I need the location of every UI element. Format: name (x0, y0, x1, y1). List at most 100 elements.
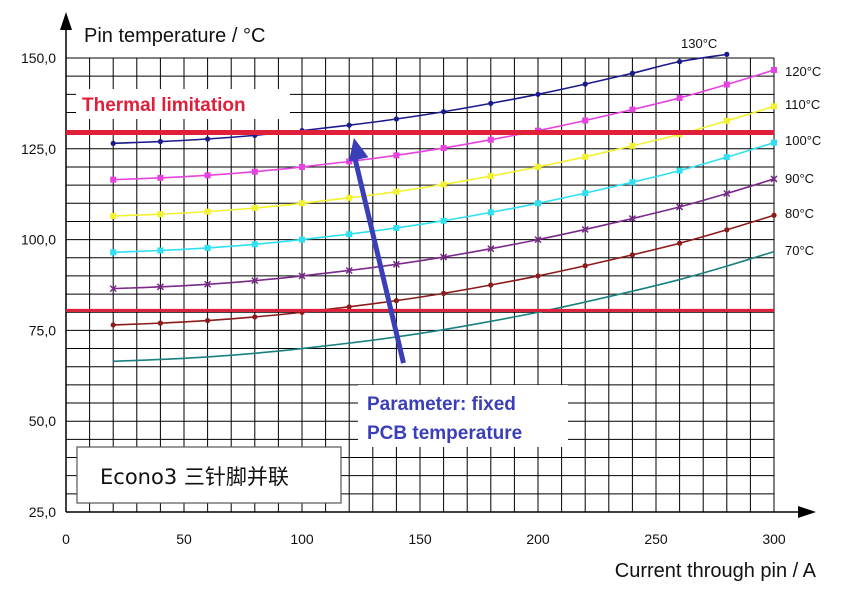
data-point (582, 81, 588, 87)
y-tick-label: 50,0 (29, 413, 56, 429)
data-point (488, 100, 494, 106)
data-point (204, 244, 211, 251)
data-point (393, 152, 400, 159)
data-point (157, 211, 164, 218)
series-label: 90°C (785, 171, 814, 186)
data-point (346, 231, 353, 238)
data-point (723, 81, 730, 88)
data-point (771, 103, 777, 110)
data-point (724, 51, 730, 57)
reference-lines (66, 129, 774, 312)
data-point (393, 224, 400, 231)
data-point (251, 241, 258, 248)
data-point (299, 163, 305, 170)
series-120C (110, 66, 777, 183)
data-point (534, 236, 542, 244)
data-point (299, 200, 305, 207)
econo-box (76, 446, 342, 504)
data-point (629, 179, 636, 186)
data-point (346, 122, 352, 128)
y-tick-label: 150,0 (21, 50, 56, 66)
data-point (157, 320, 163, 326)
data-point (629, 70, 636, 76)
data-point (205, 317, 211, 324)
series-line (113, 53, 727, 145)
data-point (441, 290, 447, 296)
data-point (723, 189, 731, 198)
data-point (677, 240, 683, 246)
data-point (676, 94, 683, 101)
y-tick-label: 125,0 (21, 141, 56, 157)
data-point (535, 200, 541, 207)
series-70C (113, 250, 775, 363)
data-point (110, 140, 116, 146)
data-point (487, 209, 494, 216)
thermal-label-bg (76, 89, 290, 119)
thermal-limitation-label: Thermal limitation (82, 95, 246, 116)
data-point (393, 116, 399, 122)
data-point (487, 245, 495, 253)
econo-box-label: Econo3 三针脚并联 (100, 465, 289, 489)
data-point (393, 188, 400, 195)
series-group (109, 51, 778, 363)
data-point (676, 167, 683, 174)
series-label: 130°C (681, 36, 717, 51)
data-point (629, 106, 636, 113)
series-110C (110, 103, 777, 219)
x-tick-label: 50 (176, 531, 192, 547)
data-point (392, 260, 400, 268)
data-point (157, 174, 164, 181)
data-point (204, 208, 211, 215)
x-tick-label: 0 (62, 531, 70, 547)
data-point (345, 266, 353, 275)
y-tick-label: 25,0 (29, 504, 56, 520)
annotations: 130°C 120°C 110°C 100°C 90°C 80°C 70°C Thermal … (76, 36, 821, 504)
data-point (723, 154, 730, 161)
data-point (157, 138, 163, 145)
series-90C (109, 175, 778, 293)
series-100C (110, 139, 777, 256)
data-point (629, 142, 636, 149)
parameter-label-line1: Parameter: fixed (367, 394, 516, 415)
data-point (440, 145, 447, 152)
data-point (252, 314, 258, 320)
series-line (113, 250, 775, 363)
data-point (156, 283, 164, 291)
series-label: 70°C (785, 243, 814, 258)
data-point (110, 212, 117, 219)
axes: Pin temperature / °C Current through pin … (21, 12, 817, 582)
x-axis-arrow-icon (798, 506, 816, 518)
data-point (346, 304, 352, 310)
data-point (110, 249, 117, 256)
arrow-head-icon (348, 137, 369, 162)
x-tick-label: 200 (526, 531, 550, 547)
x-axis-title: Current through pin / A (615, 560, 817, 582)
y-tick-label: 100,0 (21, 232, 56, 248)
series-130C (110, 51, 730, 146)
x-tick-label: 100 (290, 531, 314, 547)
data-point (110, 176, 117, 183)
data-point (771, 66, 777, 73)
data-point (723, 117, 730, 124)
data-point (157, 247, 164, 254)
data-point (771, 139, 777, 146)
series-label: 120°C (785, 64, 821, 79)
data-point (677, 59, 683, 65)
data-point (535, 273, 541, 279)
data-point (582, 263, 588, 269)
data-point (110, 322, 116, 328)
series-label: 100°C (785, 133, 821, 148)
data-point (346, 158, 353, 165)
data-point (582, 117, 589, 124)
parameter-label-bg (358, 385, 568, 447)
data-point (582, 190, 589, 197)
parameter-label-line2: PCB temperature (367, 423, 522, 444)
data-point (109, 285, 117, 293)
data-point (628, 215, 636, 223)
data-point (724, 227, 730, 233)
data-point (205, 136, 211, 142)
data-point (535, 91, 541, 97)
data-point (440, 253, 448, 261)
data-point (299, 236, 305, 243)
